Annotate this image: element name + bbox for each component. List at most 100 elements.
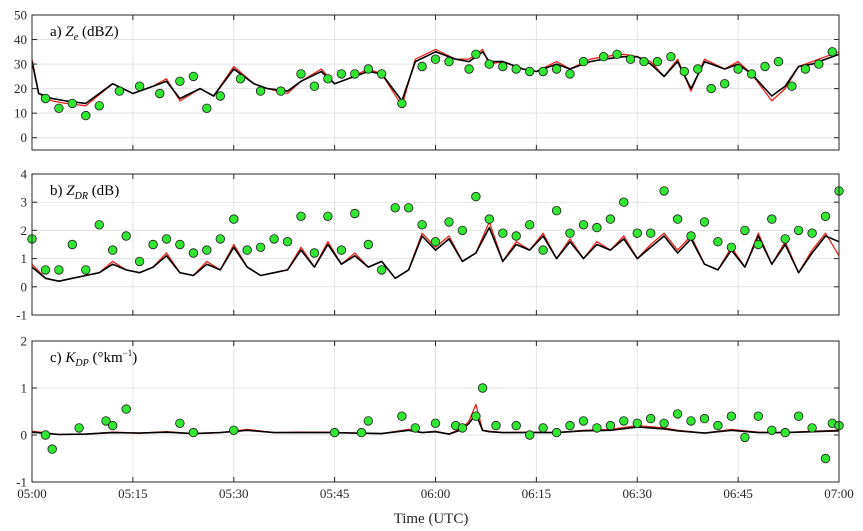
panel-label: a) Ze (dBZ) [50,24,119,43]
y-tick-label: 0 [21,130,28,145]
scatter-point [134,81,145,91]
scatter-point [578,220,589,230]
scatter-point [296,211,306,222]
scatter-point [350,208,360,219]
scatter-point [94,220,105,230]
panel-label-unit: (dBZ) [78,24,118,40]
scatter-point [67,98,78,109]
panel-label-superscript: −1 [123,348,133,358]
scatter-point [155,88,165,99]
y-tick-label: 4 [21,167,28,182]
scatter-point [356,427,367,438]
scatter-point [114,86,125,96]
y-tick-label: -1 [16,475,27,490]
scatter-point [444,217,454,227]
x-tick-label: 05:15 [118,486,148,501]
scatter-point [686,416,696,426]
scatter-point [538,423,548,433]
scatter-point [81,265,91,275]
scatter-point [188,71,199,82]
scatter-point [74,423,84,433]
x-tick-label: 06:45 [723,486,753,501]
scatter-point [605,214,616,224]
x-tick-label: 06:30 [622,486,652,501]
scatter-point [410,423,421,433]
scatter-point [54,265,64,275]
y-tick-label: 2 [21,223,28,238]
scatter-point [471,191,481,202]
scatter-point [484,214,495,224]
scatter-point [605,420,616,431]
scatter-point [793,411,804,421]
panel-label-prefix: b) [50,183,66,199]
scatter-point [706,83,716,94]
scatter-point [807,423,817,433]
scatter-point [538,66,548,77]
scatter-point [47,444,57,454]
y-tick-label: 20 [14,81,27,96]
panel-label-unit: (dB) [88,183,119,199]
panel-label-subscript: DP [74,358,88,369]
scatter-point [67,239,78,250]
scatter-point [363,239,374,250]
scatter-point [235,74,246,84]
panel-label-symbol: K [64,350,76,366]
x-tick-label: 05:45 [320,486,350,501]
scatter-point [276,86,286,96]
scatter-point [242,245,252,255]
scatter-point [767,425,777,436]
scatter-point [652,56,663,67]
scatter-point [323,211,333,222]
panel-label: c) KDP (°km−1) [50,348,137,369]
scatter-point [134,256,145,267]
scatter-point [538,245,548,255]
scatter-point [679,66,690,77]
scatter-point [350,69,360,79]
panel-label-subscript: DR [74,191,88,202]
scatter-point [767,214,777,224]
scatter-point [403,203,414,213]
scatter-point [699,217,710,227]
scatter-point [430,236,441,247]
scatter-point [188,427,199,438]
panel-label-unit-close: ) [132,350,137,366]
y-tick-label: 30 [14,57,27,72]
scatter-point [820,453,831,464]
scatter-point [646,413,656,424]
scatter-point [625,54,636,64]
scatter-point [296,69,306,79]
scatter-point [686,231,696,241]
scatter-point [511,64,521,74]
y-tick-label: 50 [14,8,27,23]
scatter-point [491,420,501,431]
scatter-point [175,239,185,250]
scatter-point [188,248,199,258]
scatter-point [498,228,508,238]
x-axis-label: Time (UTC) [394,511,469,527]
scatter-point [148,239,158,250]
scatter-point [726,242,737,253]
y-tick-label: 0 [21,428,28,443]
scatter-point [215,234,226,244]
x-tick-label: 06:15 [522,486,552,501]
scatter-point [81,110,91,121]
scatter-point [800,64,811,74]
scatter-point [740,225,750,236]
scatter-point [255,86,266,96]
scatter-point [309,248,320,258]
scatter-point [525,220,535,230]
series-black-line [32,226,839,282]
scatter-point [202,245,212,255]
scatter-point [699,413,710,424]
y-tick-label: 10 [14,106,27,121]
x-tick-label: 07:00 [824,486,854,501]
y-tick-label: 0 [21,279,28,294]
scatter-point [780,427,790,438]
y-tick-label: 1 [21,381,28,396]
scatter-point [787,81,797,91]
panel-label-symbol: Z [66,183,75,199]
scatter-point [484,59,495,69]
scatter-point [666,52,676,62]
scatter-point [229,425,239,436]
scatter-point [457,423,468,433]
